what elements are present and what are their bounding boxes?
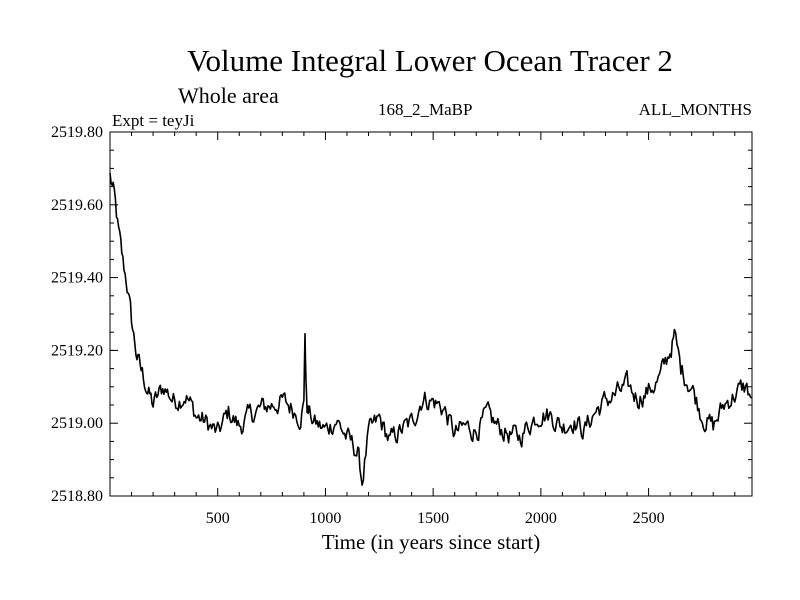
- y-tick-label: 2519.60: [51, 197, 103, 214]
- x-tick-label: 1500: [417, 510, 449, 527]
- x-tick-label: 2500: [633, 510, 665, 527]
- x-tick-label: 500: [206, 510, 230, 527]
- y-tick-label: 2518.80: [51, 488, 103, 505]
- y-tick-label: 2519.40: [51, 270, 103, 287]
- chart-title: Volume Integral Lower Ocean Tracer 2: [187, 43, 673, 78]
- x-tick-label: 2000: [525, 510, 557, 527]
- plot-frame: [109, 131, 753, 497]
- y-tick-label: 2519.00: [51, 415, 103, 432]
- ticks-layer: 500 1000 1500 2000 2500 2518.80 2519.00 2519.20…: [51, 124, 752, 527]
- series-layer: [109, 172, 753, 487]
- x-tick-label: 1000: [309, 510, 341, 527]
- x-axis-label: Time (in years since start): [322, 530, 541, 554]
- chart-subtitle: Whole area: [178, 83, 279, 108]
- months-label: ALL_MONTHS: [639, 100, 752, 119]
- period-label: 168_2_MaBP: [378, 100, 472, 119]
- y-tick-label: 2519.80: [51, 124, 103, 141]
- experiment-label: Expt = teyJi: [112, 111, 195, 130]
- y-tick-label: 2519.20: [51, 342, 103, 359]
- series-line: [109, 172, 753, 487]
